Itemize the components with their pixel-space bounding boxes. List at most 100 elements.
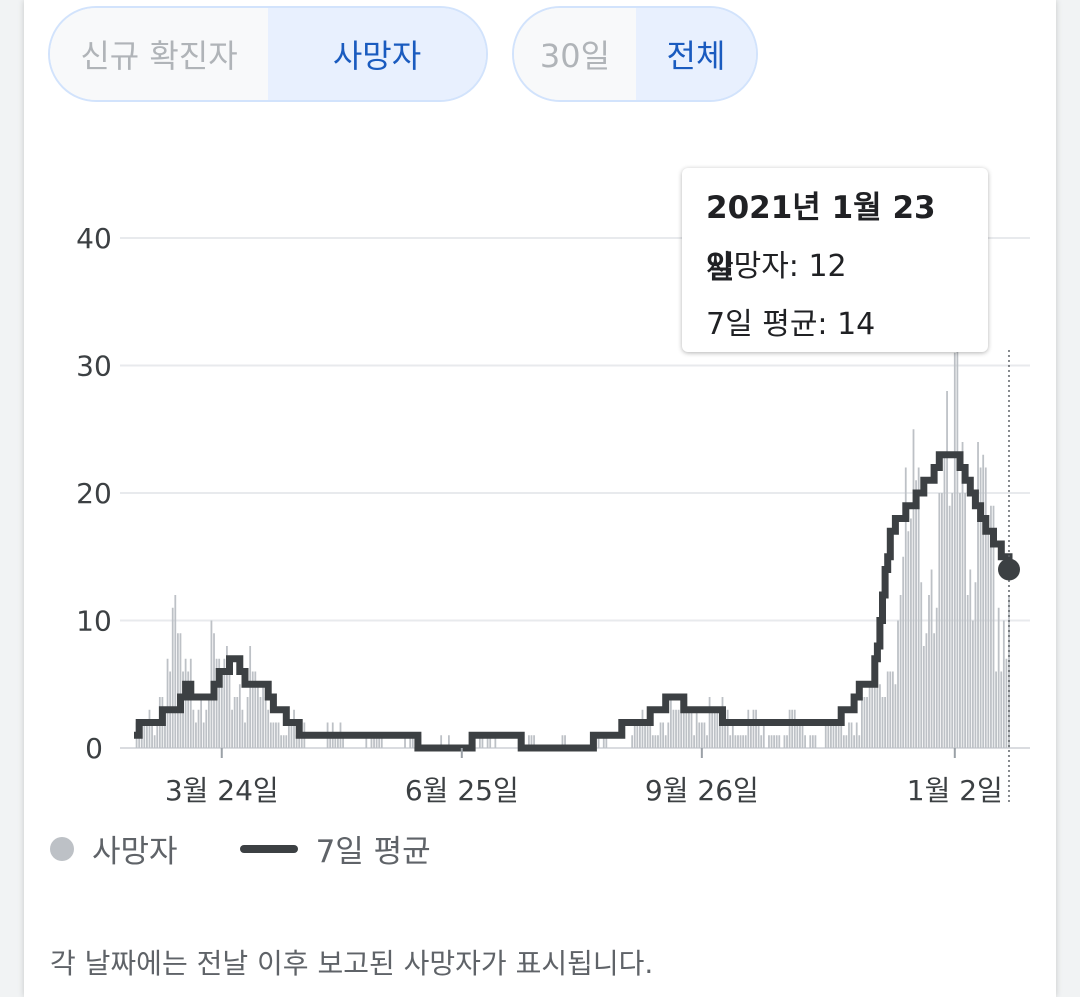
death-bar — [688, 709, 690, 748]
death-bar — [282, 735, 285, 748]
death-bar — [770, 735, 773, 748]
death-bar — [184, 658, 187, 748]
death-bar — [700, 722, 703, 748]
death-bar — [659, 722, 662, 748]
death-bar — [956, 314, 959, 748]
death-bar — [280, 735, 283, 748]
death-bar — [990, 505, 992, 748]
death-bar — [848, 722, 850, 748]
death-bar — [971, 620, 974, 748]
death-bar — [711, 709, 714, 748]
death-bar — [605, 735, 608, 748]
death-bar — [804, 735, 806, 748]
footnote: 각 날짜에는 전날 이후 보고된 사망자가 표시됩니다. — [50, 947, 654, 980]
death-bar — [192, 709, 195, 748]
death-bar — [719, 709, 721, 748]
toggle-deaths[interactable]: 사망자 — [268, 8, 486, 100]
death-bar — [664, 735, 667, 748]
death-bar — [796, 722, 799, 748]
death-bar — [933, 633, 936, 748]
death-bar — [528, 735, 530, 748]
death-bar — [974, 582, 977, 748]
toggle-30-days[interactable]: 30일 — [514, 8, 636, 100]
death-bar — [982, 454, 985, 748]
death-bar — [285, 735, 288, 748]
death-bar — [693, 735, 695, 748]
death-bar — [827, 722, 830, 748]
chart-card — [24, 0, 1056, 997]
death-bar — [897, 620, 899, 748]
legend-average-label: 7일 평균 — [315, 834, 431, 870]
death-bar — [244, 722, 246, 748]
death-bar — [334, 735, 337, 748]
death-bar — [793, 709, 796, 748]
death-bar — [223, 658, 226, 748]
death-bar — [706, 735, 708, 748]
toggle-new-cases[interactable]: 신규 확진자 — [50, 8, 268, 100]
death-bar — [744, 735, 747, 748]
toggle-all-time[interactable]: 전체 — [636, 8, 756, 100]
death-bar — [657, 735, 659, 748]
death-bar — [633, 722, 636, 748]
death-bar — [440, 735, 443, 748]
death-bar — [231, 709, 233, 748]
death-bar — [886, 671, 889, 748]
tooltip-deaths: 사망자: 12 — [706, 249, 847, 284]
death-bar — [187, 671, 190, 748]
death-bar — [530, 735, 533, 748]
death-bar — [561, 735, 564, 748]
death-bar — [662, 722, 665, 748]
tooltip-date: 2021년 1월 23일 — [706, 190, 936, 286]
death-bar — [174, 595, 177, 748]
death-bar — [842, 735, 845, 748]
legend-deaths-swatch — [50, 836, 74, 861]
death-bar — [153, 735, 156, 748]
death-bar — [966, 595, 969, 748]
death-bar — [179, 633, 182, 748]
death-bar — [287, 722, 290, 748]
y-tick-label: 20 — [76, 477, 112, 510]
death-bar — [969, 569, 972, 748]
tooltip-average: 7일 평균: 14 — [706, 307, 876, 342]
y-tick-label: 0 — [85, 732, 103, 765]
death-bar — [241, 709, 244, 748]
y-tick-label: 10 — [76, 605, 112, 638]
death-bar — [964, 493, 967, 748]
death-bar — [977, 442, 979, 748]
death-bar — [837, 722, 840, 748]
death-bar — [811, 735, 814, 748]
death-bar — [917, 467, 920, 748]
death-bar — [984, 467, 987, 748]
death-bar — [236, 697, 239, 748]
death-bar — [698, 722, 701, 748]
death-bar — [755, 709, 757, 748]
death-bar — [195, 722, 197, 748]
death-bar — [845, 735, 848, 748]
death-bar — [690, 709, 693, 748]
death-bar — [948, 505, 951, 748]
legend-average-swatch — [239, 844, 298, 853]
death-bar — [876, 684, 879, 748]
death-bar — [651, 735, 654, 748]
death-bar — [275, 722, 277, 748]
chart-tooltip: 2021년 1월 23일 사망자: 12 7일 평균: 14 — [682, 168, 988, 352]
death-bar — [799, 722, 801, 748]
x-tick-label: 6월 25일 — [405, 774, 519, 807]
death-bar — [762, 722, 765, 748]
death-bar — [597, 735, 600, 748]
death-bar — [486, 735, 489, 748]
death-bar — [337, 735, 339, 748]
death-bar — [259, 697, 262, 748]
death-bar — [164, 709, 166, 748]
death-bar — [995, 671, 997, 748]
hover-point — [998, 558, 1020, 581]
death-bar — [404, 735, 406, 748]
death-bar — [987, 531, 990, 748]
death-bar — [930, 569, 933, 748]
death-bar — [731, 722, 734, 748]
death-bar — [636, 722, 639, 748]
death-bar — [749, 722, 752, 748]
death-bar — [411, 735, 414, 748]
death-bar — [979, 467, 982, 748]
